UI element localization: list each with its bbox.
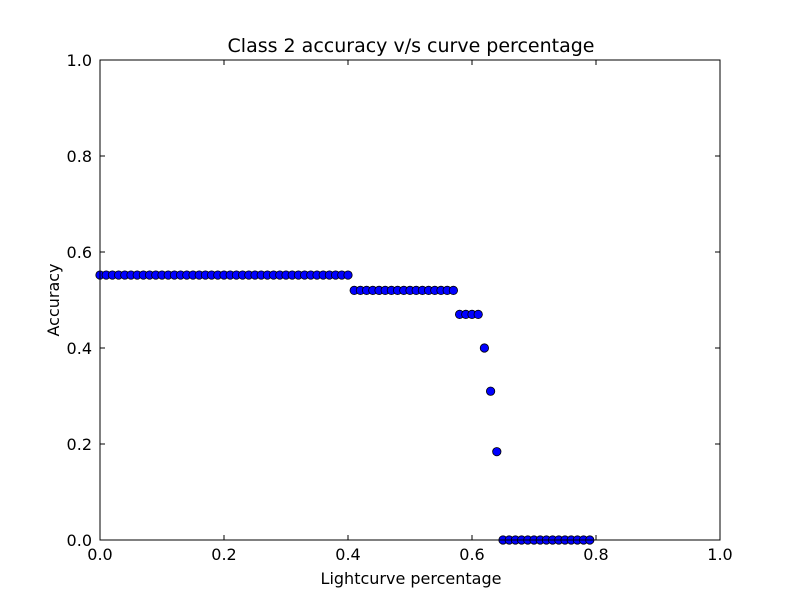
axis-ticks: 0.0 0.2 0.4 0.6 0.8 1.0 0.0 0.2 0.4 0.6 0.8 1.0: [67, 51, 733, 564]
chart-title: Class 2 accuracy v/s curve percentage: [228, 35, 595, 57]
data-point: [479, 343, 489, 353]
y-tick-label: 0.2: [67, 435, 92, 454]
data-points: [95, 270, 595, 545]
data-point: [492, 447, 502, 457]
data-point: [473, 309, 483, 319]
y-tick-label: 0.4: [67, 339, 92, 358]
x-tick-label: 1.0: [707, 545, 732, 564]
x-tick-label: 0.6: [459, 545, 484, 564]
y-tick-label: 0.6: [67, 243, 92, 262]
x-tick-label: 0.8: [583, 545, 608, 564]
x-tick-label: 0.4: [335, 545, 360, 564]
y-tick-label: 0.0: [67, 531, 92, 550]
x-axis-title: Lightcurve percentage: [321, 569, 502, 588]
y-axis-title: Accuracy: [44, 263, 63, 336]
plot-frame: [99, 59, 721, 541]
data-point: [485, 386, 496, 396]
y-tick-label: 0.8: [67, 147, 92, 166]
data-point: [448, 285, 458, 295]
data-point: [343, 270, 353, 280]
y-tick-label: 1.0: [67, 51, 92, 70]
x-tick-label: 0.0: [87, 545, 112, 564]
x-tick-label: 0.2: [211, 545, 236, 564]
